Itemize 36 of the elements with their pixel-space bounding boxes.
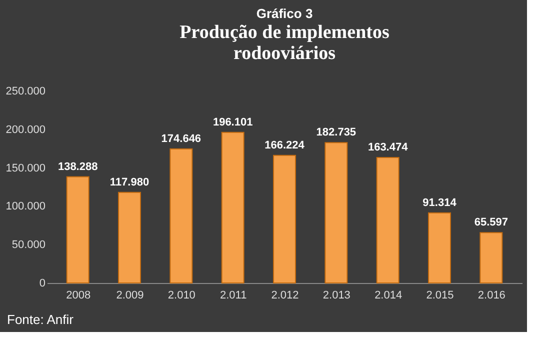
bar [221,132,244,284]
x-tick-label: 2.014 [374,290,402,302]
data-label: 138.288 [58,160,98,173]
data-label: 163.474 [368,141,409,154]
x-tick-label: 2.009 [116,290,144,302]
y-tick-label: 200.000 [6,124,46,136]
bar [66,176,90,284]
x-tick-label: 2.012 [271,290,299,302]
y-tick-label: 150.000 [6,162,46,174]
x-tick-label: 2.016 [478,290,506,302]
bar [428,212,451,284]
source-note: Fonte: Anfir [7,312,74,327]
bar [480,232,503,284]
bar [273,154,296,284]
x-tick-label: 2.011 [220,290,247,302]
data-label: 166.224 [264,139,306,152]
x-tick-label: 2008 [66,290,91,302]
x-tick-label: 2.013 [322,290,350,302]
bar [170,148,193,284]
data-label: 182.735 [316,126,356,139]
bar [324,142,348,284]
y-tick-label: 50.000 [12,239,46,252]
x-tick-label: 2.010 [168,290,196,302]
chart-title: Gráfico 3 [256,6,313,21]
y-tick-label: 0 [39,278,46,290]
data-label: 196.101 [212,116,253,128]
bar [376,156,400,284]
chart-subtitle: Produção de implementos rodooviários [180,22,390,64]
data-label: 174.646 [161,132,202,145]
bar [118,192,141,284]
y-tick-label: 100.000 [6,200,46,213]
data-label: 91.314 [422,196,458,209]
data-label: 117.980 [110,176,150,188]
y-tick-label: 250.000 [6,86,46,98]
data-label: 65.597 [474,216,508,229]
x-tick-label: 2.015 [426,290,454,302]
